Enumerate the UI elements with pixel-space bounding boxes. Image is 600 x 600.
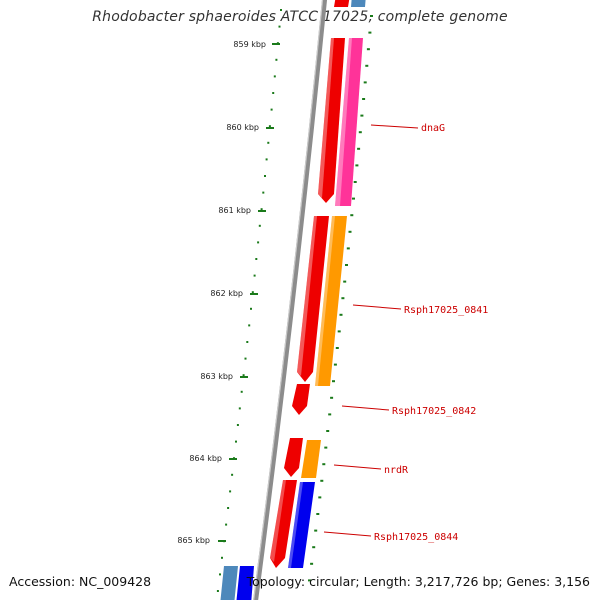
svg-text:Rsph17025_0844: Rsph17025_0844 — [374, 532, 458, 543]
feature-track-forward — [236, 0, 366, 600]
coordinate-859: 859 kbp — [233, 40, 280, 49]
svg-text:862 kbp: 862 kbp — [210, 289, 243, 298]
coordinate-861: 861 kbp — [218, 206, 266, 215]
coordinate-865: 865 kbp — [177, 536, 226, 545]
svg-text:863 kbp: 863 kbp — [200, 372, 233, 381]
gene-label-nrdR[interactable]: nrdR — [333, 464, 409, 476]
gene-label-rsph17025-0842[interactable]: Rsph17025_0842 — [341, 405, 476, 417]
svg-text:865 kbp: 865 kbp — [177, 536, 210, 545]
gene-feature-rsph17025-0841[interactable] — [315, 216, 347, 386]
gene-labels: dnaG Rsph17025_0841 Rsph17025_0842 nrdR … — [323, 123, 488, 543]
genome-summary: Topology: circular; Length: 3,217,726 bp… — [246, 574, 590, 589]
svg-text:Rsph17025_0842: Rsph17025_0842 — [392, 406, 476, 417]
feature-track-reverse — [220, 0, 350, 600]
gene-feature[interactable] — [318, 38, 345, 203]
coordinate-ruler: 859 kbp 860 kbp 861 kbp 862 kbp 863 kbp … — [177, 40, 280, 545]
genome-title: Rhodobacter sphaeroides ATCC 17025, comp… — [92, 9, 508, 25]
gene-feature-nrdR[interactable] — [301, 440, 321, 478]
gene-feature[interactable] — [292, 384, 310, 415]
svg-text:Rsph17025_0841: Rsph17025_0841 — [404, 305, 488, 316]
gene-feature[interactable] — [220, 566, 238, 600]
ruler-ticks — [216, 9, 282, 592]
gene-label-dnaG[interactable]: dnaG — [370, 123, 445, 134]
coordinate-864: 864 kbp — [189, 454, 237, 463]
svg-text:861 kbp: 861 kbp — [218, 206, 251, 215]
gene-feature[interactable] — [297, 216, 329, 382]
genome-backbone — [253, 0, 328, 600]
gene-feature[interactable] — [236, 566, 254, 600]
gene-feature[interactable] — [334, 0, 350, 7]
gene-feature[interactable] — [351, 0, 366, 7]
accession-label: Accession: NC_009428 — [9, 574, 152, 589]
svg-text:dnaG: dnaG — [421, 123, 445, 134]
coordinate-863: 863 kbp — [200, 372, 248, 381]
gene-feature[interactable] — [284, 438, 303, 477]
gene-label-rsph17025-0841[interactable]: Rsph17025_0841 — [352, 304, 488, 316]
svg-text:864 kbp: 864 kbp — [189, 454, 222, 463]
gene-label-rsph17025-0844[interactable]: Rsph17025_0844 — [323, 531, 458, 543]
coordinate-860: 860 kbp — [226, 123, 274, 132]
svg-text:859 kbp: 859 kbp — [233, 40, 266, 49]
gene-feature-dnaG[interactable] — [335, 38, 363, 206]
gene-feature[interactable] — [270, 480, 297, 568]
inner-ruler-ticks — [308, 15, 373, 582]
svg-text:nrdR: nrdR — [384, 465, 409, 476]
gene-feature-rsph17025-0844[interactable] — [288, 482, 315, 568]
svg-text:860 kbp: 860 kbp — [226, 123, 259, 132]
coordinate-862: 862 kbp — [210, 289, 258, 298]
